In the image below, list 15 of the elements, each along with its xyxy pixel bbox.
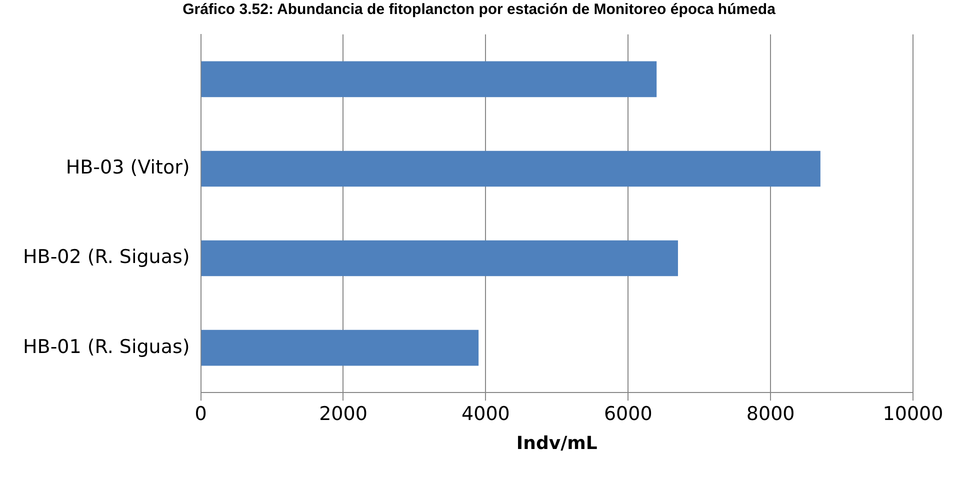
y-tick-label: HB-02 (R. Siguas) [22, 246, 190, 268]
bar [201, 150, 820, 187]
bar [201, 240, 678, 276]
x-tick-label: 0 [194, 402, 207, 425]
x-tick-label: 8000 [746, 402, 795, 425]
bar [201, 330, 479, 366]
x-axis-title: Indv/mL [516, 432, 598, 454]
x-tick-label: 10000 [882, 402, 944, 425]
chart-title: Gráfico 3.52: Abundancia de fitoplancton por estación de Monitoreo época húmeda [182, 0, 776, 20]
x-tick-label: 2000 [319, 402, 368, 425]
x-tick-label: 4000 [462, 402, 510, 425]
y-tick-label: HB-01 (R. Siguas) [22, 336, 190, 358]
x-tick-label: 6000 [604, 402, 652, 425]
bar [201, 61, 657, 98]
y-tick-label: HB-03 (Vitor) [66, 156, 190, 179]
